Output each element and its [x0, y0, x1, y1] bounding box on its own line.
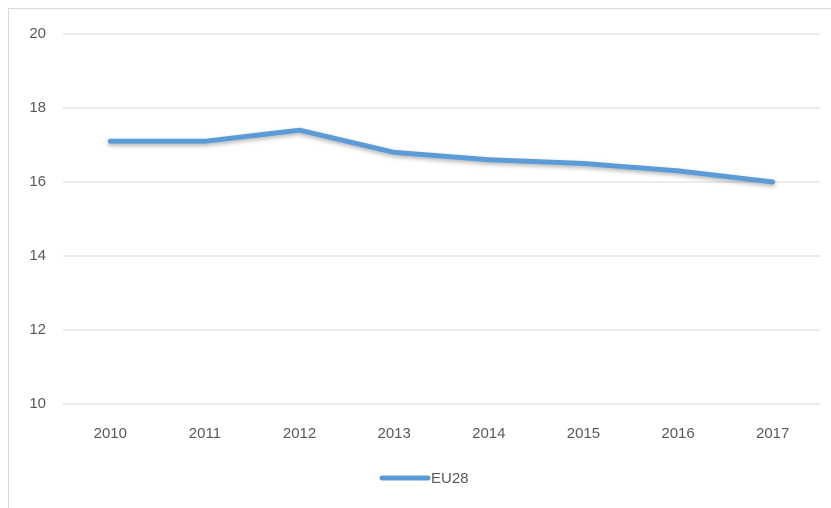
- y-tick-label: 14: [29, 247, 46, 264]
- x-tick-label: 2017: [756, 425, 789, 442]
- x-tick-label: 2013: [378, 425, 411, 442]
- x-tick-label: 2016: [661, 425, 694, 442]
- x-tick-label: 2011: [189, 425, 221, 442]
- y-tick-label: 16: [29, 173, 46, 190]
- chart-frame: [8, 8, 831, 508]
- x-tick-label: 2010: [94, 425, 127, 442]
- legend-label: EU28: [431, 470, 469, 487]
- x-tick-label: 2014: [472, 425, 505, 442]
- x-tick-label: 2015: [567, 425, 600, 442]
- y-tick-label: 20: [29, 25, 46, 42]
- data-line: [107, 127, 776, 185]
- x-tick-label: 2012: [283, 425, 316, 442]
- y-tick-label: 18: [29, 99, 46, 116]
- y-tick-label: 10: [29, 395, 46, 412]
- y-tick-label: 12: [29, 321, 46, 338]
